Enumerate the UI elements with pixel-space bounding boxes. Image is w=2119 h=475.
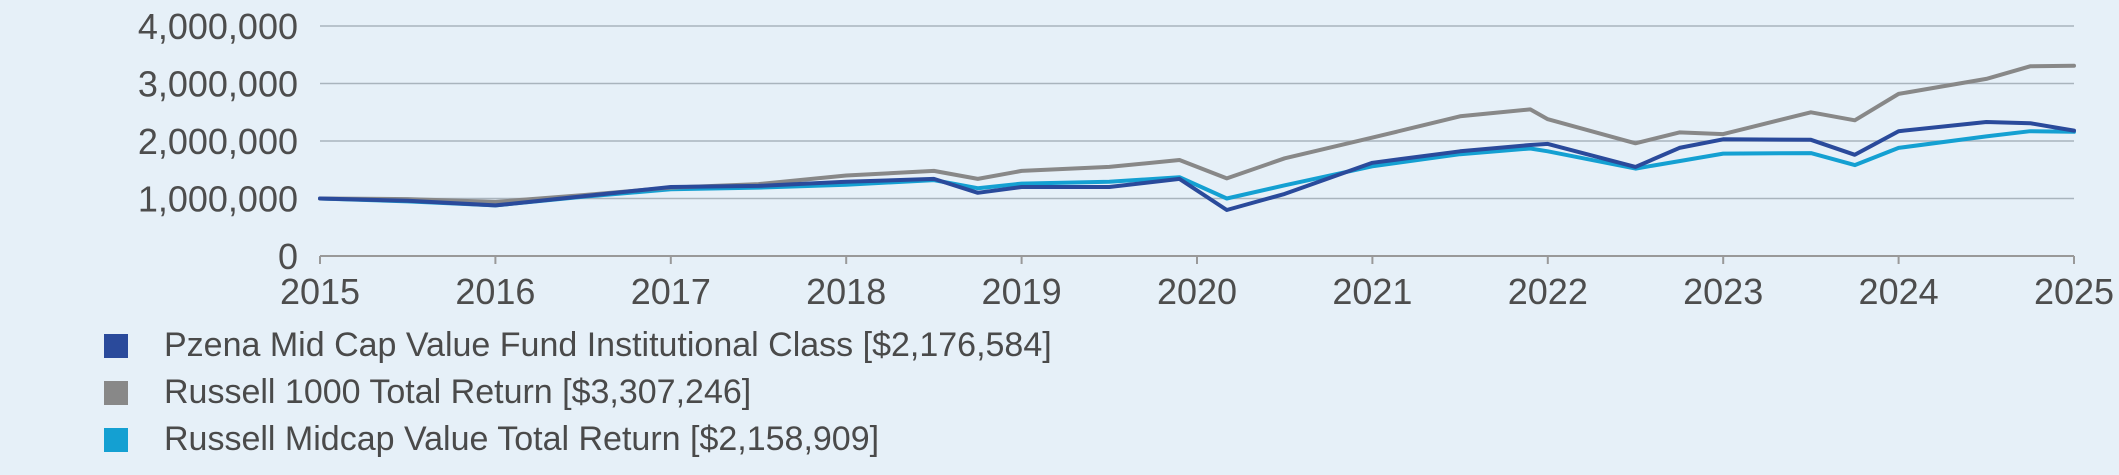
legend-item-pzena: Pzena Mid Cap Value Fund Institutional C… — [104, 322, 1052, 369]
y-tick-label: 2,000,000 — [138, 121, 298, 162]
y-axis-ticks: 0 1,000,000 2,000,000 3,000,000 4,000,000 — [138, 6, 298, 277]
series-line — [318, 120, 2076, 212]
legend-swatch — [104, 333, 128, 358]
x-tick-label: 2022 — [1508, 271, 1588, 312]
y-tick-label: 0 — [278, 236, 298, 277]
legend-swatch — [104, 427, 128, 452]
x-tick-label: 2023 — [1683, 271, 1763, 312]
legend: Pzena Mid Cap Value Fund Institutional C… — [104, 322, 1052, 463]
x-tick-label: 2025 — [2034, 271, 2114, 312]
x-axis-ticks: 2015 2016 2017 2018 2019 2020 2021 2022 2023 2024… — [280, 256, 2114, 312]
x-tick-label: 2015 — [280, 271, 360, 312]
legend-label: Pzena Mid Cap Value Fund Institutional C… — [164, 326, 1052, 364]
legend-label: Russell Midcap Value Total Return [$2,15… — [164, 420, 880, 458]
series-lines — [318, 63, 2076, 212]
series-line — [318, 63, 2076, 204]
x-tick-label: 2021 — [1332, 271, 1412, 312]
x-tick-label: 2019 — [982, 271, 1062, 312]
series-line — [318, 129, 2076, 208]
line-chart: 0 1,000,000 2,000,000 3,000,000 4,000,000 20… — [138, 6, 2114, 312]
x-tick-label: 2017 — [631, 271, 711, 312]
y-tick-label: 4,000,000 — [138, 6, 298, 47]
y-tick-label: 1,000,000 — [138, 179, 298, 220]
legend-swatch — [104, 380, 128, 405]
legend-item-russell-midcap-value: Russell Midcap Value Total Return [$2,15… — [104, 416, 1052, 463]
x-tick-label: 2024 — [1859, 271, 1939, 312]
x-tick-label: 2016 — [455, 271, 535, 312]
legend-item-russell-1000: Russell 1000 Total Return [$3,307,246] — [104, 369, 1052, 416]
x-tick-label: 2018 — [806, 271, 886, 312]
y-tick-label: 3,000,000 — [138, 64, 298, 105]
legend-label: Russell 1000 Total Return [$3,307,246] — [164, 373, 752, 411]
x-tick-label: 2020 — [1157, 271, 1237, 312]
